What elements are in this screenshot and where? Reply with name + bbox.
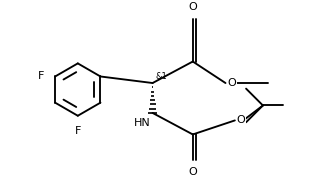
Text: O: O (188, 2, 197, 12)
Text: O: O (227, 78, 236, 88)
Text: HN: HN (134, 118, 151, 128)
Text: O: O (188, 167, 197, 177)
Text: &1: &1 (156, 72, 167, 81)
Text: F: F (38, 72, 44, 81)
Text: O: O (237, 115, 245, 125)
Text: F: F (75, 126, 81, 136)
